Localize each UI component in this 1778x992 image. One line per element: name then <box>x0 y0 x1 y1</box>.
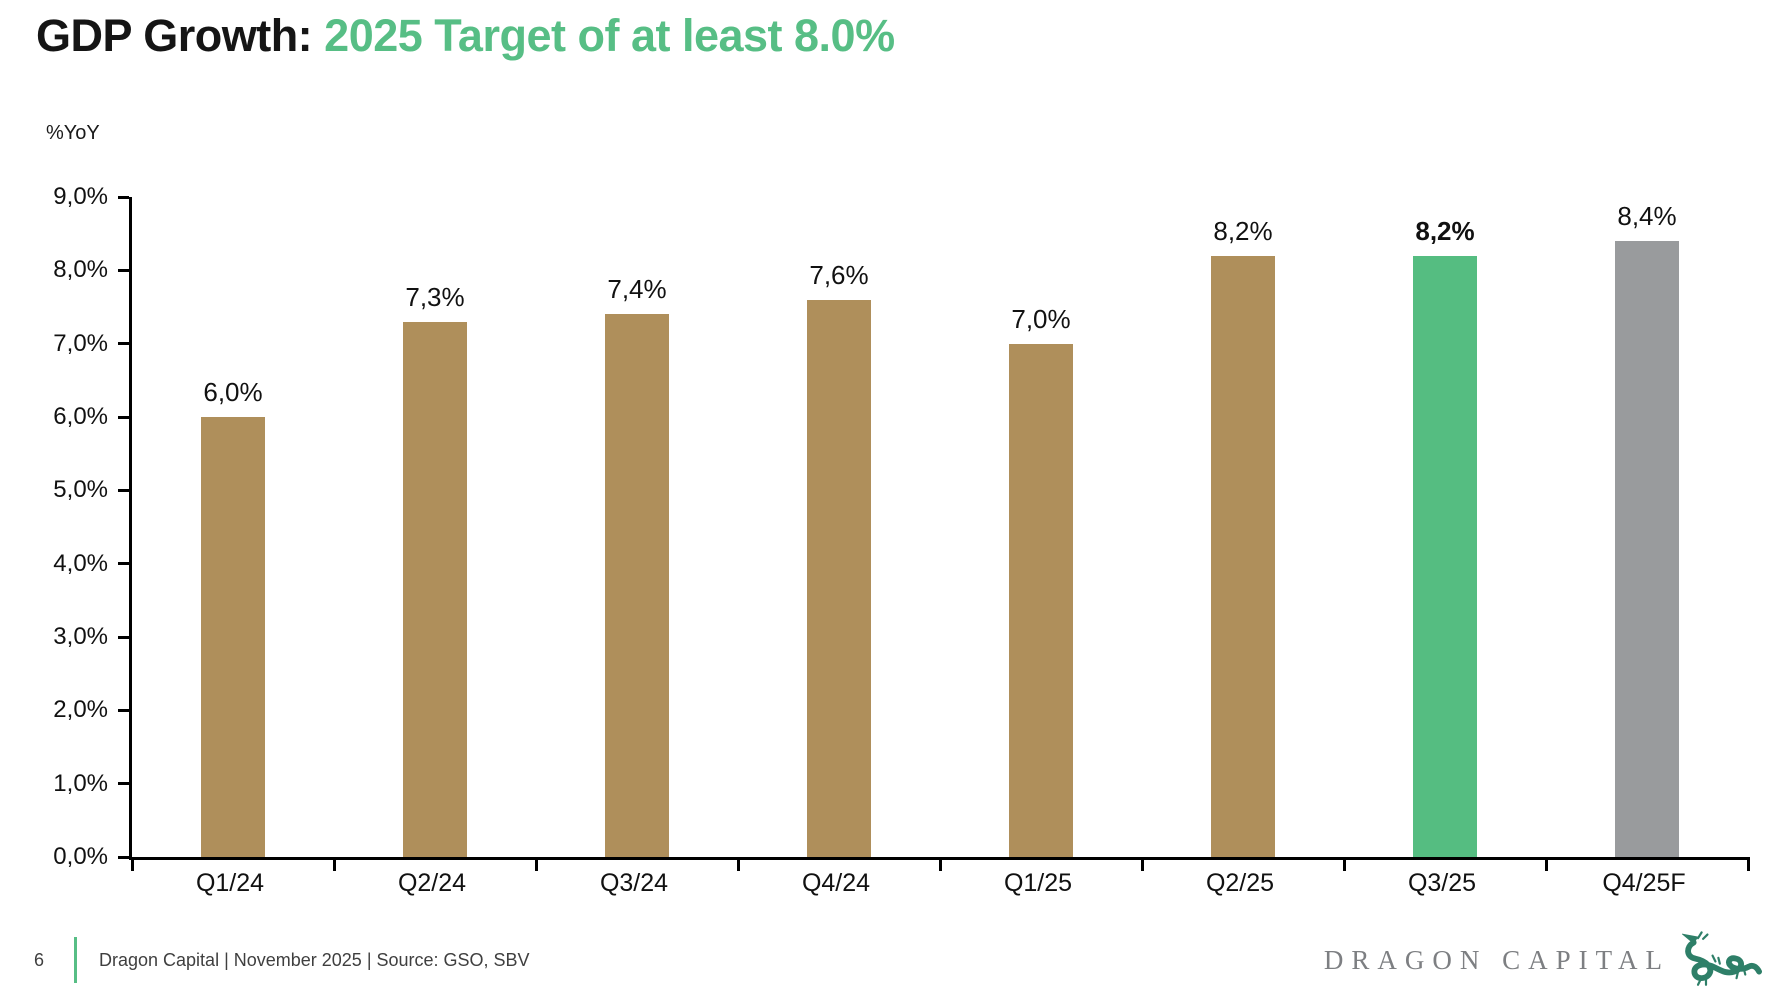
x-tick-mark <box>736 857 740 871</box>
y-tick-mark <box>118 708 129 712</box>
y-tick-mark <box>118 635 129 639</box>
x-tick-mark <box>1140 857 1144 871</box>
bar-Q3/24 <box>605 314 669 857</box>
x-category-label: Q4/24 <box>801 869 871 897</box>
dragon-capital-logo: DRAGON CAPITAL <box>1324 928 1762 992</box>
bar-value-label: 7,3% <box>405 281 465 312</box>
y-tick-mark <box>118 488 129 492</box>
footer-source-text: Dragon Capital | November 2025 | Source:… <box>99 949 530 970</box>
x-category-label: Q4/25F <box>1602 869 1686 897</box>
y-tick-label: 2,0% <box>53 696 108 724</box>
page-number: 6 <box>33 949 44 970</box>
y-tick-label: 9,0% <box>53 183 108 210</box>
footer-accent-divider <box>74 937 77 983</box>
bar-Q3/25 <box>1413 255 1477 857</box>
bar-value-label: 6,0% <box>203 377 263 407</box>
y-tick-label: 7,0% <box>53 329 108 357</box>
bar-Q4/25F <box>1615 241 1679 857</box>
y-tick-label: 0,0% <box>53 843 108 870</box>
bar-Q1/24 <box>201 417 265 857</box>
y-tick-label: 1,0% <box>53 769 108 797</box>
x-tick-mark <box>938 857 942 871</box>
page-title: GDP Growth: 2025 Target of at least 8.0% <box>36 10 895 62</box>
bar-value-label: 8,2% <box>1415 215 1475 246</box>
x-tick-mark <box>534 857 538 871</box>
bar-value-label: 8,4% <box>1617 201 1677 231</box>
y-tick-mark <box>118 268 129 272</box>
y-axis-unit-label: %YoY <box>46 122 100 144</box>
y-tick-mark <box>118 562 129 566</box>
y-tick-mark <box>118 342 129 346</box>
x-tick-mark <box>1746 857 1750 871</box>
logo-text: DRAGON CAPITAL <box>1323 944 1670 975</box>
bar-value-label: 7,6% <box>809 259 869 290</box>
y-tick-label: 3,0% <box>53 623 108 650</box>
bar-Q2/25 <box>1211 255 1275 857</box>
y-tick-label: 6,0% <box>53 403 108 430</box>
x-tick-mark <box>1342 857 1346 871</box>
bar-Q2/24 <box>403 321 467 857</box>
x-category-label: Q2/24 <box>397 869 467 897</box>
bar-Q4/24 <box>807 299 871 857</box>
x-category-label: Q3/24 <box>599 869 669 897</box>
bar-value-label: 8,2% <box>1213 215 1273 246</box>
y-tick-mark <box>118 855 129 859</box>
x-tick-mark <box>1544 857 1548 871</box>
title-prefix: GDP Growth: <box>36 10 325 61</box>
y-tick-mark <box>118 195 129 199</box>
bar-value-label: 7,4% <box>607 274 667 305</box>
bar-Q1/25 <box>1009 343 1073 857</box>
gdp-growth-chart: 0,0% 1,0% 2,0% 3,0% 4,0% 5,0% 6,0% 7,0% 8,0% 9,0%… <box>0 183 1778 957</box>
x-tick-mark <box>332 857 336 871</box>
y-tick-label: 8,0% <box>53 256 108 284</box>
x-category-label: Q3/25 <box>1407 869 1477 897</box>
y-tick-mark <box>118 415 129 419</box>
plot-area: 6,0% 7,3% 7,4% 7,6% 7,0% 8,2% 8,2% 8,4% <box>118 195 1750 871</box>
x-category-label: Q1/25 <box>1003 869 1073 897</box>
x-category-label: Q2/25 <box>1205 869 1275 897</box>
y-tick-label: 4,0% <box>53 549 108 577</box>
bar-value-label: 7,0% <box>1011 303 1071 334</box>
footer: 6 Dragon Capital | November 2025 | Sourc… <box>0 928 1778 992</box>
y-tick-mark <box>118 782 129 786</box>
x-tick-mark <box>130 857 134 871</box>
y-tick-label: 5,0% <box>53 476 108 504</box>
title-highlight: 2025 Target of at least 8.0% <box>324 10 895 61</box>
x-category-label: Q1/24 <box>195 869 265 897</box>
dragon-icon <box>1682 931 1762 986</box>
